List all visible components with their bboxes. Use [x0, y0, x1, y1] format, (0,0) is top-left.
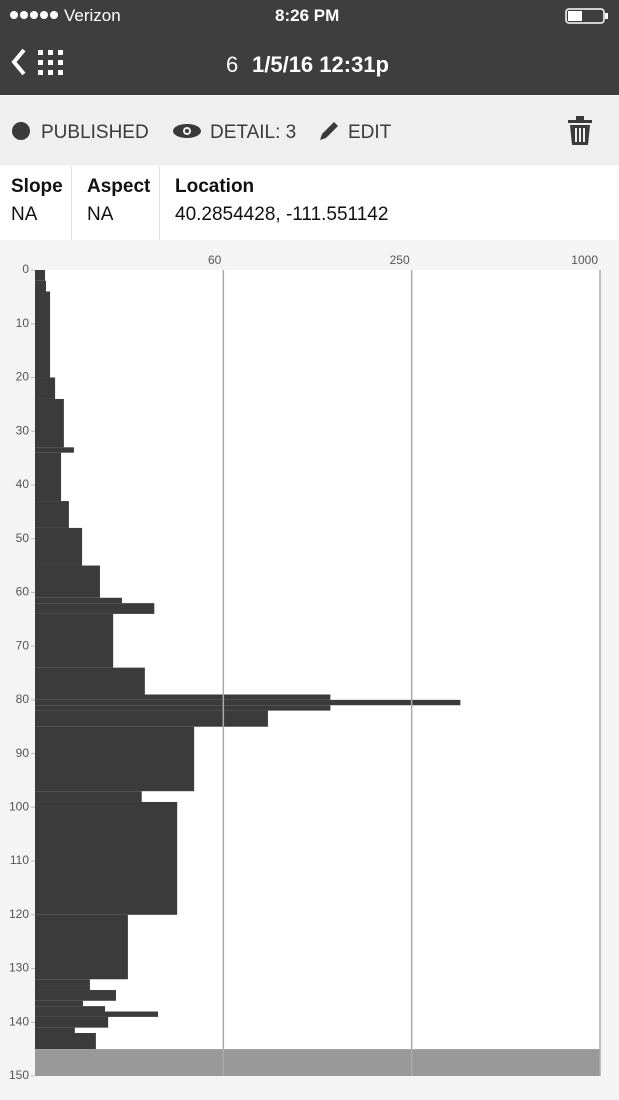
profile-bar — [35, 291, 51, 378]
info-cell: Slope NA — [0, 166, 72, 240]
y-tick-label: 70 — [16, 638, 30, 652]
y-tick-label: 30 — [16, 423, 30, 437]
eye-icon — [173, 124, 201, 138]
y-tick-label: 100 — [9, 800, 29, 814]
profile-bar — [35, 280, 46, 292]
profile-bar — [35, 452, 62, 502]
info-cell: Location 40.2854428, -111.551142 — [164, 166, 619, 240]
y-tick-label: 80 — [16, 692, 30, 706]
globe-icon — [12, 122, 30, 140]
info-cell: Aspect NA — [76, 166, 160, 240]
profile-bar — [35, 377, 56, 399]
profile-bar — [35, 1006, 105, 1012]
x-tick-label: 1000 — [571, 253, 598, 267]
detail-button[interactable]: DETAIL: 3 — [210, 122, 297, 143]
profile-bar — [35, 726, 195, 792]
header: Verizon 8:26 PM 6 1/5/16 12:31p — [0, 0, 619, 95]
profile-bar — [35, 699, 461, 706]
profile-bar — [35, 1033, 96, 1050]
profile-bar — [35, 801, 178, 915]
published-button[interactable]: PUBLISHED — [41, 122, 149, 143]
y-tick-label: 90 — [16, 746, 30, 760]
profile-bar — [35, 990, 116, 1001]
battery — [565, 8, 608, 24]
profile-bar — [35, 613, 114, 668]
profile-bar — [35, 603, 155, 614]
profile-bar — [35, 1011, 159, 1017]
info-value: NA — [87, 204, 114, 225]
profile-bar — [35, 979, 90, 991]
y-tick-label: 50 — [16, 531, 30, 545]
profile-bar — [35, 527, 83, 566]
y-tick-label: 150 — [9, 1068, 29, 1082]
toolbar: PUBLISHED DETAIL: 3 EDIT — [0, 96, 619, 165]
profile-bar — [35, 1016, 109, 1028]
info-value: 40.2854428, -111.551142 — [175, 204, 389, 225]
y-tick-label: 140 — [9, 1014, 29, 1028]
info-value: NA — [11, 204, 38, 225]
profile-bar — [35, 705, 331, 711]
y-tick-label: 20 — [16, 370, 30, 384]
chart: 60 250 1000 0 10 20 30 40 50 60 70 80 90 100 110 120 130… — [9, 253, 601, 1082]
profile-bar — [35, 791, 142, 802]
profile-bar — [35, 710, 268, 727]
carrier: Verizon — [64, 6, 121, 25]
ground — [35, 1049, 600, 1076]
back-button[interactable] — [10, 46, 70, 78]
trash-button[interactable] — [567, 116, 593, 146]
profile-bar — [35, 565, 100, 598]
y-tick-label: 10 — [16, 316, 30, 330]
profile-bar — [35, 667, 145, 695]
info-label: Aspect — [87, 176, 151, 197]
x-tick-label: 250 — [390, 253, 410, 267]
clock: 8:26 PM — [275, 6, 340, 25]
signal-dots — [10, 11, 58, 19]
profile-bar — [35, 914, 128, 980]
y-tick-label: 130 — [9, 961, 29, 975]
info-label: Slope — [11, 176, 63, 197]
y-tick-label: 60 — [16, 585, 30, 599]
profile-bar — [35, 694, 331, 700]
info-table: Slope NA Aspect NA Location 40.2854428, -11… — [0, 166, 619, 240]
profile-bar — [35, 398, 64, 448]
x-tick-label: 60 — [208, 253, 222, 267]
y-tick-label: 40 — [16, 477, 30, 491]
edit-button[interactable]: EDIT — [348, 122, 392, 143]
profile-bar — [35, 1000, 84, 1007]
profile-bar — [35, 501, 69, 528]
nav-number: 6 — [226, 52, 239, 77]
profile-bar — [35, 1027, 75, 1034]
profile-bar — [35, 597, 122, 604]
y-tick-label: 110 — [10, 853, 29, 867]
y-tick-label: 120 — [9, 907, 29, 921]
pencil-icon — [320, 122, 338, 140]
nav-title: 1/5/16 12:31p — [252, 52, 389, 77]
profile-bar — [35, 447, 74, 453]
profile-bar — [35, 270, 46, 281]
info-label: Location — [175, 176, 255, 197]
y-tick-label: 0 — [22, 262, 29, 276]
